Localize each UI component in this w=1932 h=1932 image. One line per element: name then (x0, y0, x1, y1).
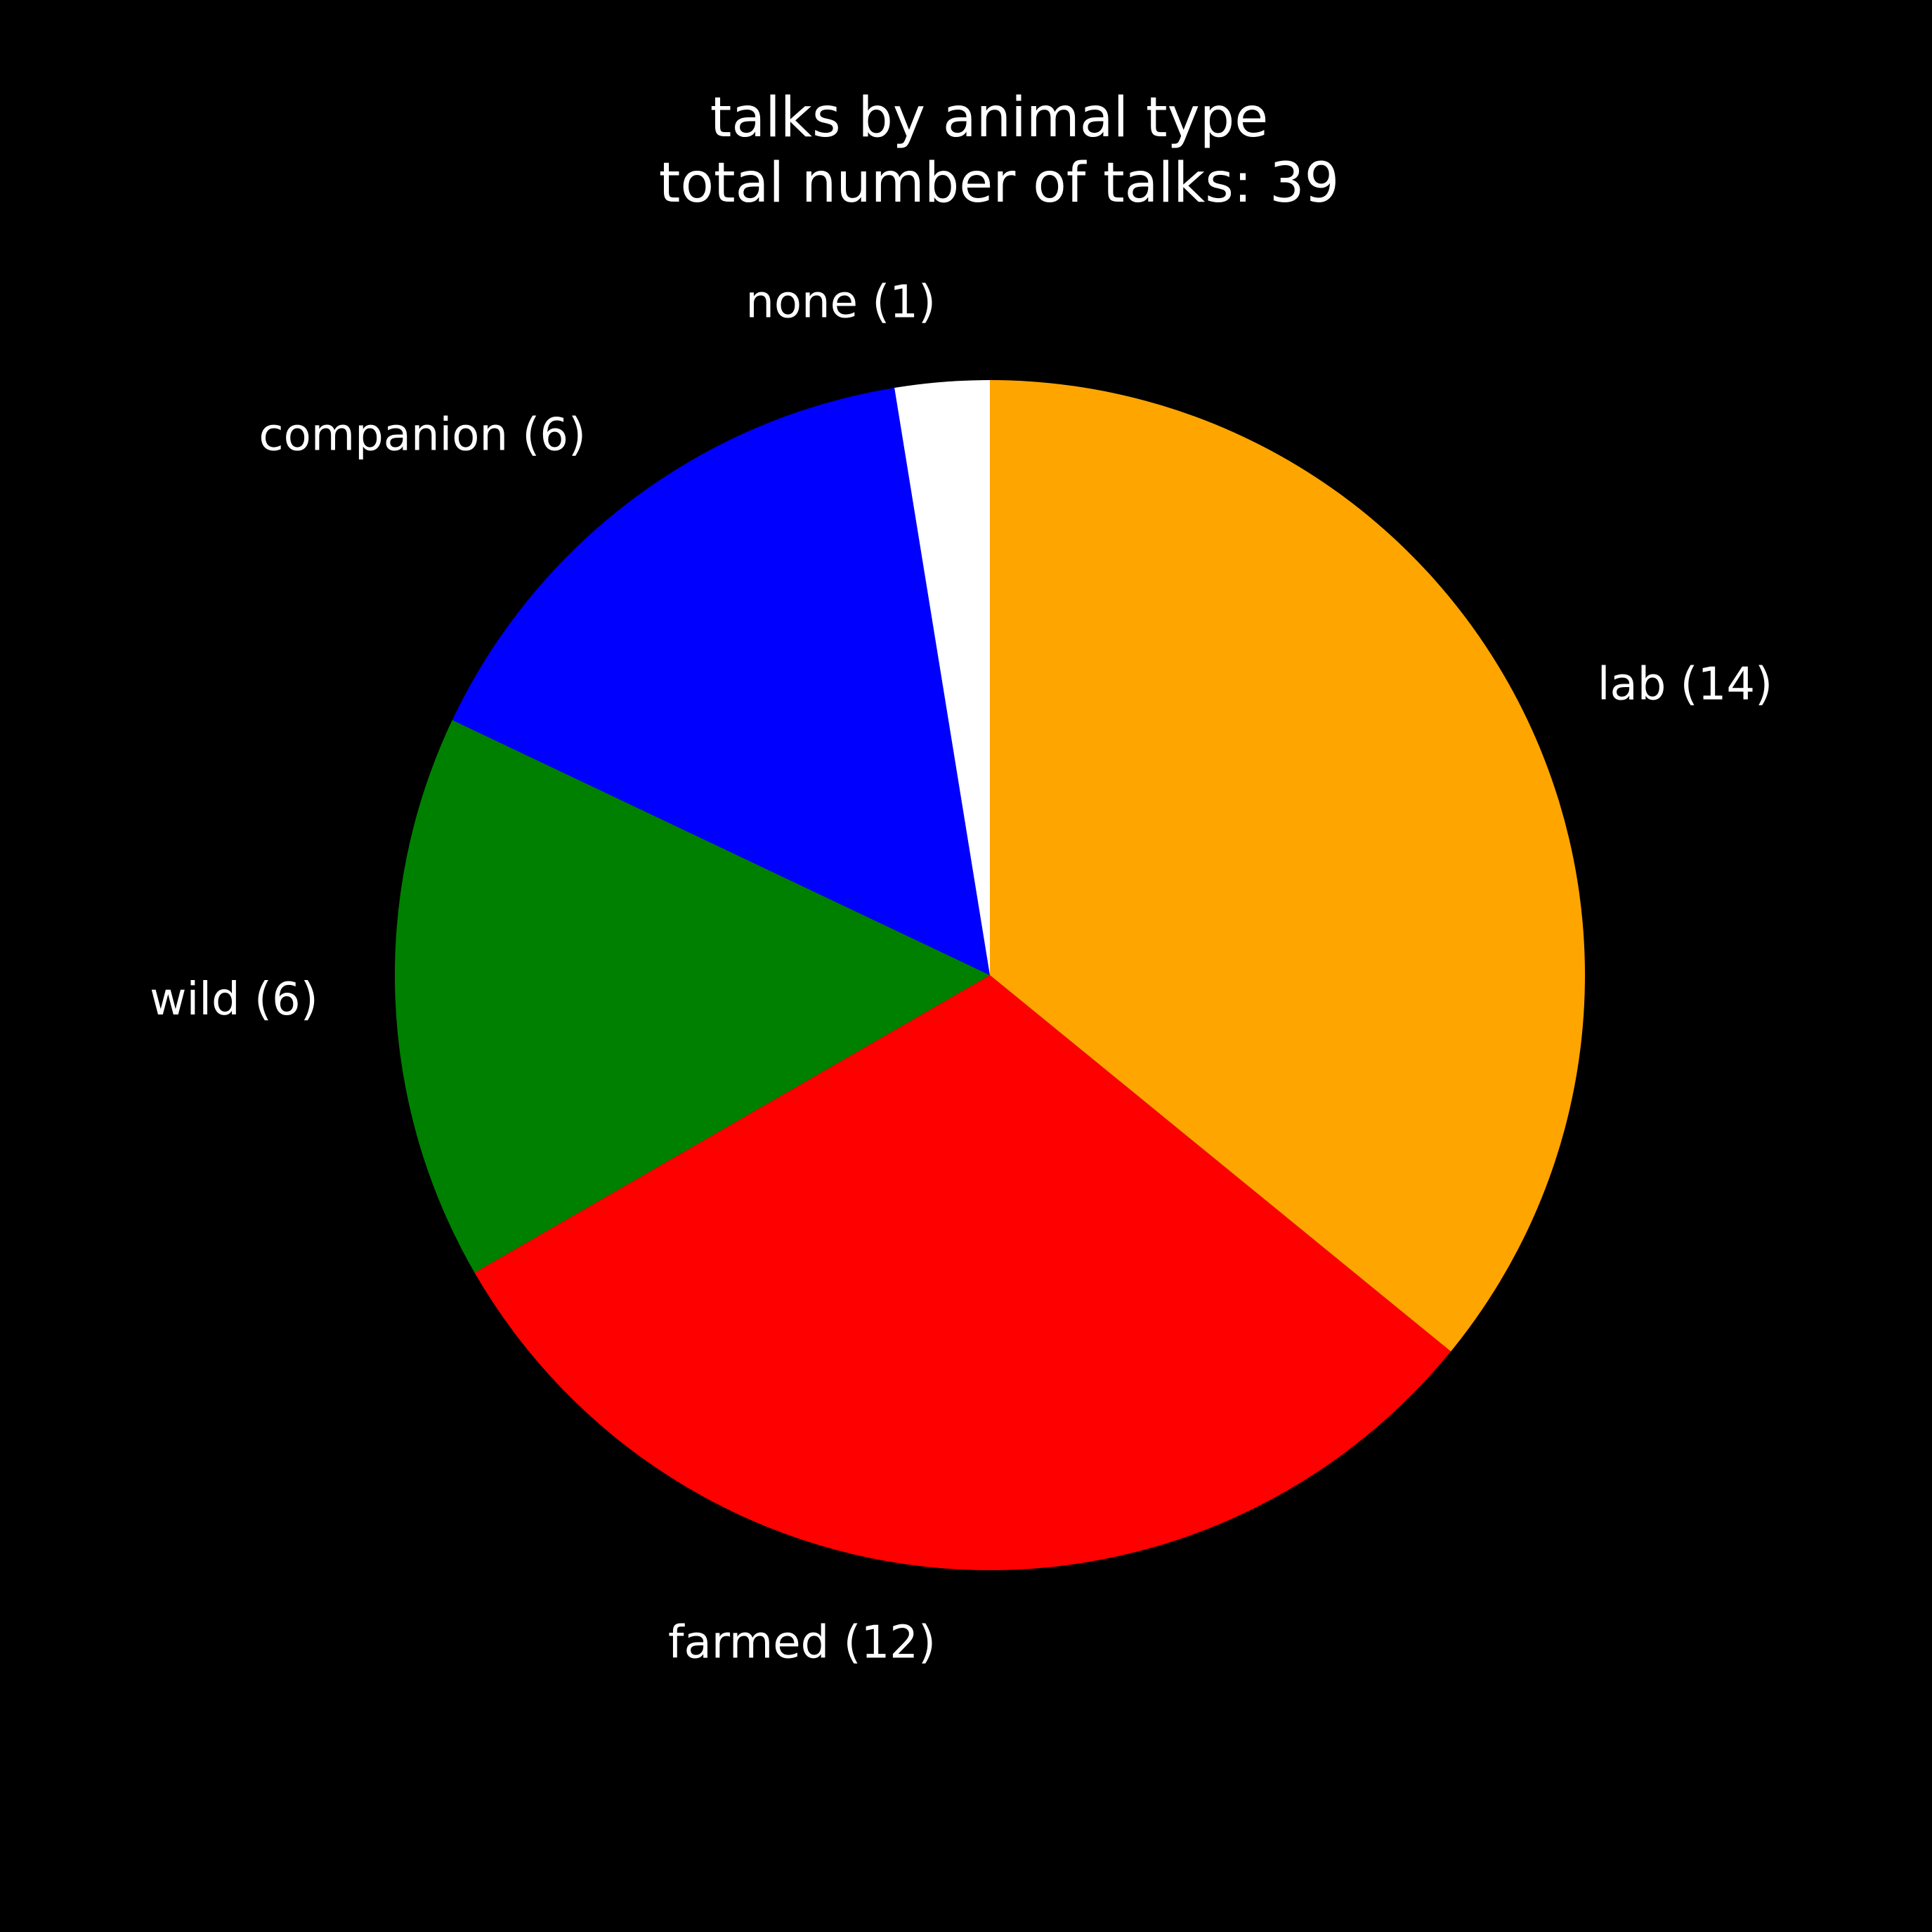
pie-label-wild: wild (6) (150, 974, 318, 1026)
pie-label-lab: lab (14) (1598, 658, 1773, 710)
pie-slice-companion (452, 387, 990, 975)
pie-labels: lab (14) farmed (12) wild (6) companion (6)… (150, 277, 1773, 1669)
chart-title-line-1: talks by animal type (710, 86, 1269, 150)
pie-label-farmed: farmed (12) (668, 1617, 936, 1669)
chart-title-line-2: total number of talks: 39 (659, 152, 1340, 215)
pie-slice-lab (990, 380, 1585, 1352)
pie-label-companion: companion (6) (259, 409, 586, 461)
pie-slice-none (894, 380, 990, 975)
pie-label-none: none (1) (745, 277, 936, 329)
pie-slices (394, 380, 1585, 1570)
pie-slice-wild (394, 719, 990, 1273)
pie-slice-farmed (474, 975, 1451, 1570)
